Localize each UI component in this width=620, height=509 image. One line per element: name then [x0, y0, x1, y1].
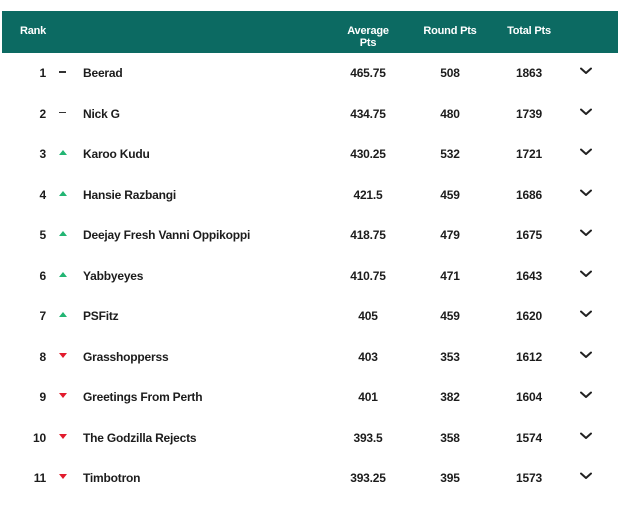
average-pts-value: 430.25	[350, 147, 386, 161]
round-pts-value: 532	[440, 147, 460, 161]
round-pts-value: 508	[440, 66, 460, 80]
triangle-up-icon	[58, 268, 68, 282]
table-header: Rank Average Pts Round Pts Total Pts	[2, 11, 618, 53]
average-pts-value: 393.5	[353, 430, 383, 445]
round-pts-value: 471	[440, 268, 460, 283]
team-name: Karoo Kudu	[83, 147, 150, 161]
dash-icon	[58, 106, 68, 120]
total-pts-value: 1643	[516, 268, 542, 283]
average-pts-value: 418.75	[350, 228, 386, 242]
round-pts-value: 358	[440, 430, 460, 445]
average-pts-value: 403	[358, 349, 378, 364]
header-rank: Rank	[20, 25, 47, 37]
team-name: Yabbyeyes	[83, 268, 144, 283]
triangle-down-icon	[58, 470, 68, 484]
header-average-pts: Average Pts	[347, 25, 389, 49]
average-pts-value: 393.25	[350, 471, 386, 485]
dash-icon	[58, 65, 68, 79]
round-pts-value: 353	[440, 349, 460, 364]
rank-value: 11	[33, 471, 46, 485]
team-name: Timbotron	[83, 471, 141, 485]
total-pts-value: 1863	[516, 66, 542, 80]
rank-value: 9	[39, 390, 47, 404]
chevron-down-icon[interactable]	[580, 148, 594, 160]
triangle-up-icon	[58, 308, 68, 322]
average-pts-value: 465.75	[350, 66, 386, 80]
table-row[interactable]: 5 Deejay Fresh Vanni Oppikoppi 418.75 479 16…	[2, 215, 618, 256]
chevron-down-icon[interactable]	[580, 270, 594, 282]
average-pts-value: 410.75	[350, 268, 386, 283]
table-row[interactable]: 7 PSFitz 405 459 1620	[2, 296, 618, 337]
total-pts-value: 1573	[516, 471, 542, 485]
leaderboard-table: Rank Average Pts Round Pts Total Pts 1 Be…	[2, 11, 618, 499]
team-name: Hansie Razbangi	[83, 187, 177, 202]
average-pts-value: 421.5	[353, 187, 383, 202]
rank-value: 10	[33, 430, 46, 445]
team-name: Greetings From Perth	[83, 390, 203, 404]
round-pts-value: 459	[440, 309, 460, 323]
header-total-pts: Total Pts	[507, 25, 551, 37]
chevron-down-icon[interactable]	[580, 351, 594, 363]
table-row[interactable]: 2 Nick G 434.75 480 1739	[2, 94, 618, 135]
table-row[interactable]: 9 Greetings From Perth 401 382 1604	[2, 377, 618, 418]
chevron-down-icon[interactable]	[580, 189, 594, 201]
total-pts-value: 1721	[516, 147, 542, 161]
table-row[interactable]: 1 Beerad 465.75 508 1863	[2, 53, 618, 94]
table-row[interactable]: 4 Hansie Razbangi 421.5 459 1686	[2, 175, 618, 216]
table-body: 1 Beerad 465.75 508 1863 2 Nick G 434.75 480 1739…	[2, 53, 618, 499]
average-pts-value: 405	[358, 309, 378, 323]
total-pts-value: 1620	[516, 309, 542, 323]
table-row[interactable]: 8 Grasshopperss 403 353 1612	[2, 337, 618, 378]
average-pts-value: 401	[358, 390, 378, 404]
rank-value: 4	[39, 187, 47, 202]
triangle-up-icon	[58, 187, 68, 201]
rank-value: 8	[39, 349, 47, 364]
rank-value: 6	[39, 268, 47, 283]
table-row[interactable]: 10 The Godzilla Rejects 393.5 358 1574	[2, 418, 618, 459]
triangle-down-icon	[58, 389, 68, 403]
round-pts-value: 480	[440, 106, 460, 121]
chevron-down-icon[interactable]	[580, 432, 594, 444]
chevron-down-icon[interactable]	[580, 472, 594, 484]
triangle-up-icon	[58, 146, 68, 160]
rank-value: 7	[39, 309, 47, 323]
average-pts-value: 434.75	[350, 106, 386, 121]
rank-value: 3	[39, 147, 47, 161]
chevron-down-icon[interactable]	[580, 391, 594, 403]
team-name: Beerad	[83, 66, 123, 80]
chevron-down-icon[interactable]	[580, 310, 594, 322]
round-pts-value: 395	[440, 471, 460, 485]
team-name: The Godzilla Rejects	[83, 430, 197, 445]
total-pts-value: 1686	[516, 187, 542, 202]
total-pts-value: 1739	[516, 106, 542, 121]
rank-value: 5	[39, 228, 47, 242]
team-name: Grasshopperss	[83, 349, 169, 364]
team-name: Deejay Fresh Vanni Oppikoppi	[83, 228, 251, 242]
team-name: Nick G	[83, 106, 120, 121]
header-round-pts: Round Pts	[423, 25, 477, 37]
total-pts-value: 1675	[516, 228, 542, 242]
triangle-up-icon	[58, 227, 68, 241]
table-row[interactable]: 11 Timbotron 393.25 395 1573	[2, 458, 618, 499]
team-name: PSFitz	[83, 309, 119, 323]
round-pts-value: 479	[440, 228, 460, 242]
round-pts-value: 382	[440, 390, 460, 404]
chevron-down-icon[interactable]	[580, 67, 594, 79]
rank-value: 1	[39, 66, 47, 80]
rank-value: 2	[39, 106, 47, 121]
table-row[interactable]: 3 Karoo Kudu 430.25 532 1721	[2, 134, 618, 175]
chevron-down-icon[interactable]	[580, 229, 594, 241]
total-pts-value: 1612	[516, 349, 542, 364]
triangle-down-icon	[58, 349, 68, 363]
chevron-down-icon[interactable]	[580, 108, 594, 120]
round-pts-value: 459	[440, 187, 460, 202]
table-row[interactable]: 6 Yabbyeyes 410.75 471 1643	[2, 256, 618, 297]
triangle-down-icon	[58, 430, 68, 444]
total-pts-value: 1574	[516, 430, 542, 445]
total-pts-value: 1604	[516, 390, 542, 404]
